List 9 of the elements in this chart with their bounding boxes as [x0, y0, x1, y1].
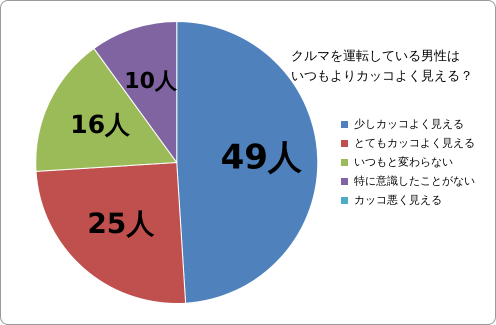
legend-label: カッコ悪く見える — [354, 193, 442, 206]
data-label: 49人 — [220, 138, 303, 178]
data-label: 16人 — [70, 110, 132, 139]
legend-label: 特に意識したことがない — [354, 174, 475, 188]
data-label: 25人 — [87, 207, 156, 240]
legend-label: 少しカッコよく見える — [354, 117, 464, 130]
legend-label: とてもカッコよく見える — [354, 136, 475, 150]
text: クルマを運転している男性はいつもよりカッコよく見える？ — [291, 49, 473, 84]
legend-label: いつもと変わらない — [354, 155, 453, 168]
